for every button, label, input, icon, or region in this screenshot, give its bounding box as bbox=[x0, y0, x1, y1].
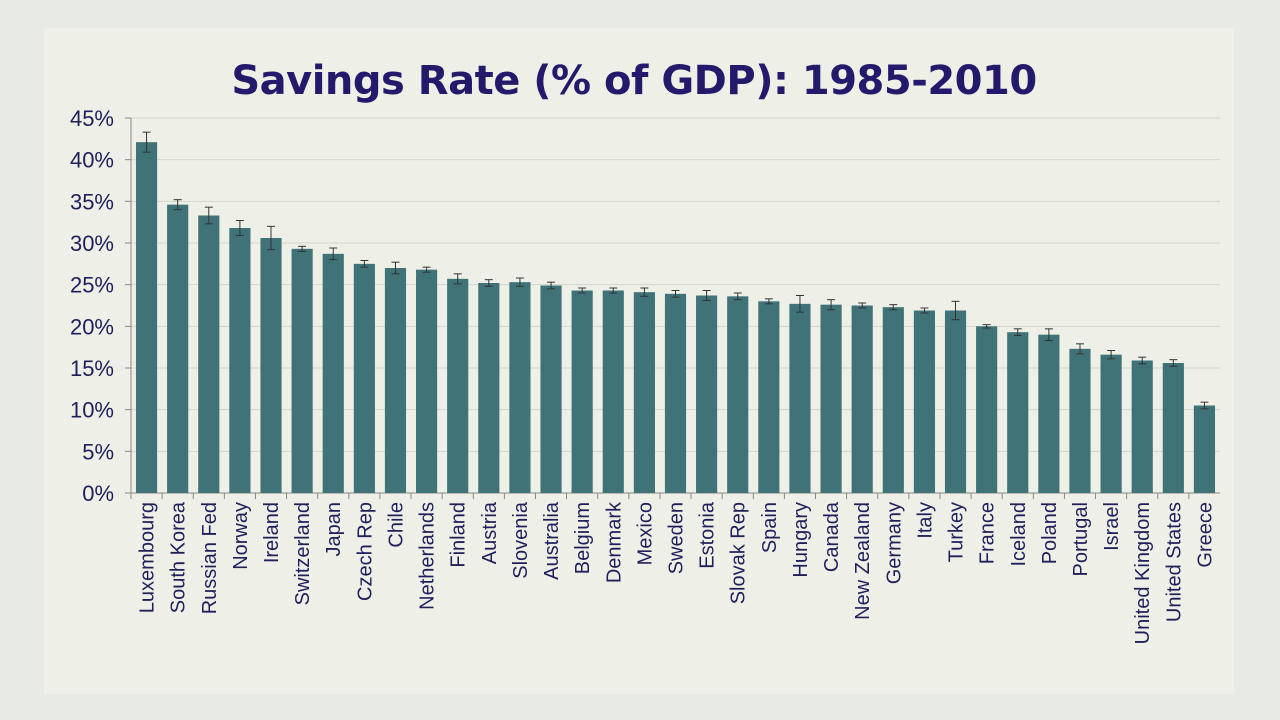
x-tick-label: France bbox=[977, 502, 999, 564]
bar bbox=[820, 304, 842, 493]
bar bbox=[1100, 354, 1122, 493]
x-tick-label: Israel bbox=[1101, 502, 1123, 551]
x-tick-label: Denmark bbox=[603, 501, 625, 583]
y-tick-label: 0% bbox=[82, 481, 114, 506]
x-tick-label: Belgium bbox=[572, 502, 594, 574]
x-tick-label: Chile bbox=[385, 502, 407, 548]
bar bbox=[353, 263, 375, 493]
bar bbox=[633, 292, 655, 493]
bar bbox=[789, 303, 811, 493]
x-tick-label: Portugal bbox=[1070, 502, 1092, 577]
bar bbox=[135, 142, 158, 493]
x-tick-label: Netherlands bbox=[417, 502, 439, 610]
bar bbox=[851, 305, 873, 493]
x-tick-label: Italy bbox=[914, 502, 936, 539]
y-tick-label: 25% bbox=[70, 273, 114, 298]
x-tick-label: Germany bbox=[883, 502, 905, 584]
y-tick-label: 35% bbox=[70, 189, 114, 214]
bar bbox=[602, 290, 624, 493]
bar bbox=[696, 295, 718, 493]
bar bbox=[944, 310, 967, 493]
bar bbox=[571, 290, 593, 493]
x-tick-label: United States bbox=[1163, 502, 1185, 622]
y-tick-label: 5% bbox=[82, 439, 114, 464]
bar bbox=[322, 253, 344, 493]
x-tick-label: Luxembourg bbox=[137, 502, 159, 613]
x-tick-label: Norway bbox=[230, 502, 252, 570]
x-tick-label: Japan bbox=[323, 502, 345, 557]
x-tick-label: Switzerland bbox=[292, 502, 314, 605]
x-tick-label: Poland bbox=[1039, 502, 1061, 564]
bar bbox=[229, 228, 251, 493]
y-tick-label: 30% bbox=[70, 231, 114, 256]
bar bbox=[1038, 334, 1060, 493]
x-tick-label: Estonia bbox=[697, 501, 719, 569]
bar bbox=[1007, 332, 1029, 493]
bar bbox=[882, 307, 904, 493]
bar bbox=[509, 282, 531, 493]
bar bbox=[1162, 363, 1184, 493]
bar bbox=[727, 296, 749, 493]
bar bbox=[416, 269, 438, 493]
bar bbox=[291, 248, 313, 493]
x-tick-label: Australia bbox=[541, 501, 563, 580]
bar bbox=[913, 310, 935, 493]
bar bbox=[198, 215, 220, 493]
bar bbox=[447, 278, 469, 493]
bar bbox=[167, 204, 189, 493]
bar bbox=[260, 238, 282, 493]
x-tick-label: Ireland bbox=[261, 502, 283, 563]
bar bbox=[1069, 348, 1091, 493]
y-tick-label: 45% bbox=[70, 106, 114, 131]
chart-title: Savings Rate (% of GDP): 1985-2010 bbox=[231, 58, 1037, 104]
x-tick-label: New Zealand bbox=[852, 502, 874, 620]
x-tick-label: Russian Fed bbox=[199, 502, 221, 614]
bar bbox=[664, 293, 687, 493]
x-tick-label: Czech Rep bbox=[354, 502, 376, 601]
bar bbox=[976, 326, 998, 493]
x-tick-label: Canada bbox=[821, 501, 843, 572]
x-tick-label: Austria bbox=[479, 501, 501, 564]
x-tick-label: Turkey bbox=[946, 502, 968, 562]
x-tick-label: Iceland bbox=[1008, 502, 1030, 567]
bar bbox=[540, 285, 562, 493]
y-tick-label: 10% bbox=[70, 398, 114, 423]
x-tick-label: Greece bbox=[1194, 502, 1216, 568]
bar bbox=[1193, 405, 1216, 493]
y-tick-label: 40% bbox=[70, 148, 114, 173]
x-tick-label: Finland bbox=[448, 502, 470, 568]
bar bbox=[1131, 360, 1153, 493]
x-tick-label: Slovak Rep bbox=[728, 502, 750, 604]
bar bbox=[384, 268, 407, 493]
x-tick-label: Mexico bbox=[634, 502, 656, 565]
x-tick-label: Hungary bbox=[790, 502, 812, 578]
bar bbox=[478, 283, 500, 493]
x-tick-label: Sweden bbox=[666, 502, 688, 574]
y-tick-label: 15% bbox=[70, 356, 114, 381]
x-tick-label: United Kingdom bbox=[1132, 502, 1154, 644]
x-tick-label: South Korea bbox=[168, 501, 190, 613]
x-tick-label: Spain bbox=[759, 502, 781, 553]
x-tick-label: Slovenia bbox=[510, 501, 532, 579]
bar bbox=[758, 301, 780, 493]
y-tick-label: 20% bbox=[70, 314, 114, 339]
